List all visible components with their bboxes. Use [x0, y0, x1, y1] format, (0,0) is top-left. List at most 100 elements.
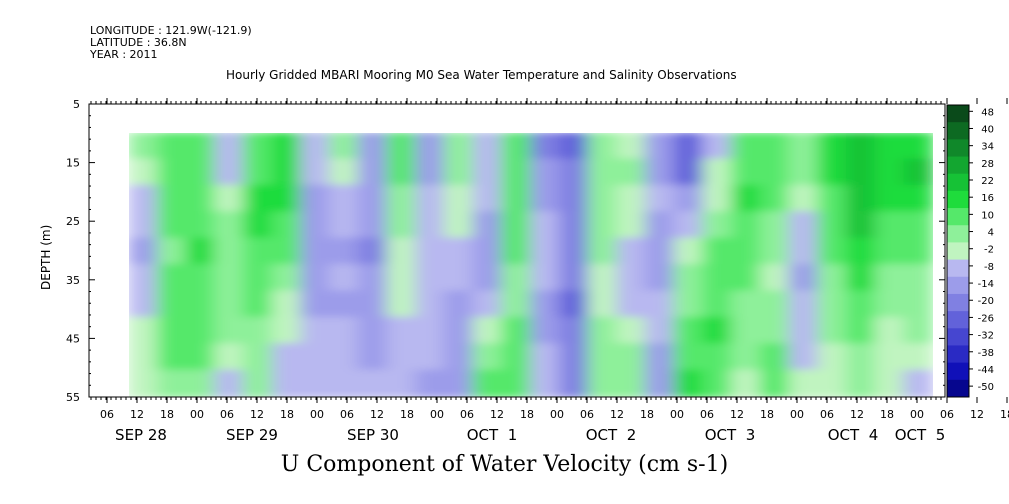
- heatmap-cell: [357, 264, 389, 293]
- heatmap-cell: [329, 316, 360, 346]
- heatmap-cell: [845, 369, 877, 397]
- heatmap-cell: [845, 264, 877, 293]
- heatmap-cell: [185, 316, 217, 346]
- heatmap-cell: [673, 237, 705, 266]
- heatmap-cell: [156, 343, 188, 372]
- heatmap-cell: [129, 184, 159, 214]
- heatmap-cell: [156, 290, 188, 319]
- heatmap-cell: [129, 211, 159, 240]
- colorbar-label: 16: [981, 193, 994, 204]
- heatmap-cell: [788, 264, 820, 293]
- heatmap-cell: [129, 237, 159, 266]
- main-title: U Component of Water Velocity (cm s-1): [280, 452, 729, 477]
- heatmap-cell: [558, 184, 590, 214]
- y-tick-label: 15: [66, 157, 80, 170]
- colorbar-label: 40: [981, 124, 994, 135]
- heatmap-cell: [443, 133, 475, 161]
- heatmap-cell: [156, 158, 188, 187]
- heatmap-cell: [644, 158, 676, 187]
- heatmap-cell: [874, 316, 906, 346]
- heatmap-cell: [156, 237, 188, 266]
- heatmap-cell: [558, 158, 590, 187]
- heatmap-cell: [357, 316, 389, 346]
- heatmap-cell: [644, 316, 676, 346]
- colorbar-swatch: [947, 379, 969, 398]
- heatmap-cell: [185, 184, 217, 214]
- colorbar-label: -38: [978, 348, 994, 359]
- heatmap-cell: [185, 211, 217, 240]
- heatmap-cell: [558, 133, 590, 161]
- heatmap-cell: [673, 316, 705, 346]
- heatmap-cell: [415, 237, 446, 266]
- heatmap-cell: [242, 290, 274, 319]
- heatmap-cell: [242, 264, 274, 293]
- heatmap-cell: [271, 237, 303, 266]
- heatmap-cell: [530, 369, 561, 397]
- heatmap-cell: [214, 343, 245, 372]
- x-hour-label: 00: [670, 408, 684, 421]
- heatmap-cell: [788, 184, 820, 214]
- y-tick-labels: 5 15 25 35 45 55: [66, 98, 80, 404]
- heatmap-cell: [903, 211, 933, 240]
- heatmap-cell: [788, 316, 820, 346]
- x-day-label: OCT 1: [467, 426, 518, 444]
- heatmap-cell: [759, 237, 791, 266]
- heatmap-cell: [845, 237, 877, 266]
- heatmap-cell: [759, 264, 791, 293]
- heatmap-cell: [788, 369, 820, 397]
- heatmap-cell: [903, 316, 933, 346]
- heatmap-cell: [443, 264, 475, 293]
- heatmap-cell: [587, 316, 619, 346]
- colorbar-swatch: [947, 225, 969, 243]
- heatmap-cell: [214, 316, 245, 346]
- heatmap-cell: [242, 184, 274, 214]
- heatmap-cell: [558, 343, 590, 372]
- heatmap-cell: [501, 237, 532, 266]
- heatmap-cell: [386, 211, 418, 240]
- heatmap-cell: [129, 316, 159, 346]
- heatmap-cell: [443, 290, 475, 319]
- heatmap-cell: [874, 343, 906, 372]
- heatmap-cell: [214, 290, 245, 319]
- heatmap-cell: [156, 264, 188, 293]
- x-hour-label: 12: [730, 408, 744, 421]
- heatmap-cell: [415, 343, 446, 372]
- colorbar-swatch: [947, 362, 969, 381]
- heatmap-cell: [300, 290, 331, 319]
- heatmap-cell: [472, 237, 504, 266]
- x-hour-label: 18: [760, 408, 774, 421]
- x-day-label: OCT 2: [586, 426, 637, 444]
- heatmap-cell: [702, 316, 733, 346]
- x-day-label: OCT 5: [895, 426, 946, 444]
- heatmap-cell: [845, 343, 877, 372]
- heatmap-cell: [501, 316, 532, 346]
- heatmap-cell: [472, 316, 504, 346]
- colorbar-swatch: [947, 328, 969, 346]
- x-hour-label: 00: [430, 408, 444, 421]
- heatmap-cell: [845, 316, 877, 346]
- x-day-label: SEP 28: [115, 426, 167, 444]
- heatmap-cell: [530, 184, 561, 214]
- heatmap-cell: [731, 133, 762, 161]
- heatmap-cell: [903, 133, 933, 161]
- heatmap-cell: [472, 290, 504, 319]
- x-hour-label: 18: [400, 408, 414, 421]
- heatmap-cell: [156, 133, 188, 161]
- x-hour-label: 18: [880, 408, 894, 421]
- colorbar-label: -50: [978, 382, 994, 393]
- heatmap-cell: [156, 369, 188, 397]
- heatmap-cell: [644, 369, 676, 397]
- heatmap-cell: [731, 264, 762, 293]
- heatmap-cell: [185, 290, 217, 319]
- heatmap-cell: [874, 158, 906, 187]
- heatmap-cell: [472, 369, 504, 397]
- x-hour-labels: 06 12 18 00 06 12 18 00 06 12 18 00 06 12 18 00 06 12 18 00…: [100, 408, 1009, 421]
- heatmap-cell: [702, 158, 733, 187]
- heatmap-cell: [329, 158, 360, 187]
- heatmap-cell: [300, 316, 331, 346]
- heatmap-cell: [587, 369, 619, 397]
- x-hour-label: 06: [580, 408, 594, 421]
- heatmap-cell: [501, 369, 532, 397]
- colorbar-frame: [946, 104, 970, 398]
- y-axis-label: DEPTH (m): [39, 225, 53, 290]
